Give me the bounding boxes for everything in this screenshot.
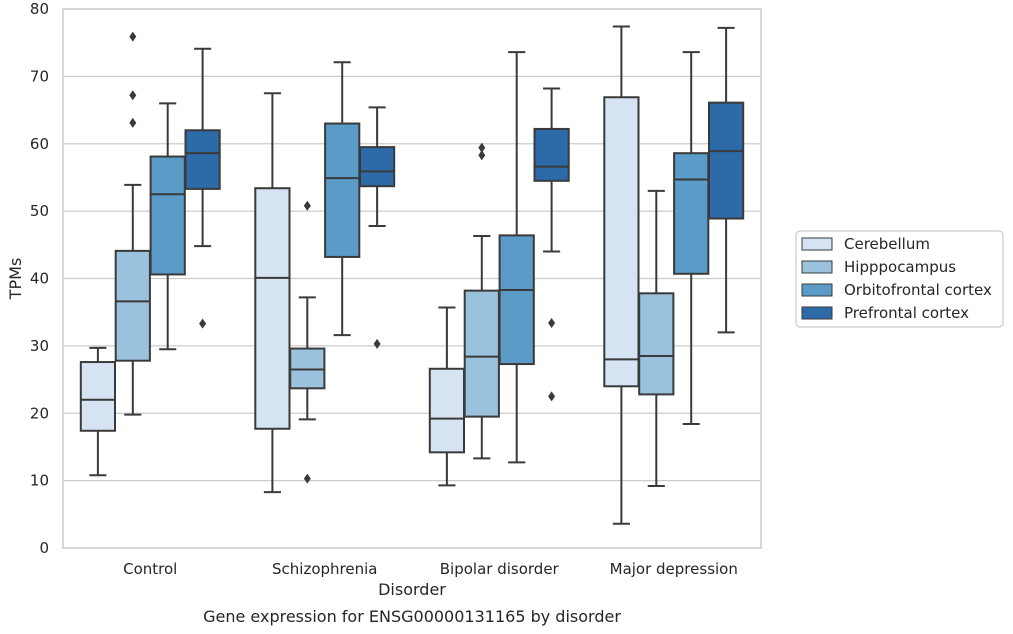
x-axis-ticks: Control Schizophrenia Bipolar disorder Majo…	[123, 560, 738, 578]
box-schizophrenia-cerebellum	[254, 92, 291, 494]
y-tick-label: 20	[30, 404, 49, 422]
legend-label: Cerebellum	[844, 235, 930, 253]
box-body	[673, 152, 710, 275]
x-tick-label: Bipolar disorder	[440, 560, 560, 578]
box-body	[149, 155, 186, 276]
box-body	[463, 289, 500, 418]
plot-area	[79, 25, 745, 525]
box-body	[533, 127, 570, 182]
legend-label: Prefrontal cortex	[844, 304, 969, 322]
box-bipolar-disorder-orbitofrontal-cortex	[498, 51, 535, 464]
legend-item-cerebellum: Cerebellum	[801, 235, 930, 253]
plot-frame	[62, 8, 762, 549]
outlier-point	[303, 473, 311, 484]
outlier-point	[478, 150, 486, 161]
box-body	[428, 367, 466, 454]
box-body	[358, 146, 396, 188]
box-body	[707, 101, 745, 220]
box-major-depression-prefrontal-cortex	[707, 26, 745, 334]
outlier-point	[129, 31, 137, 42]
y-tick-label: 40	[30, 270, 49, 288]
y-tick-label: 70	[30, 67, 49, 85]
outlier-point	[199, 318, 207, 329]
legend-item-hipppocampus: Hipppocampus	[801, 258, 956, 276]
y-tick-label: 50	[30, 202, 49, 220]
legend-swatch	[801, 237, 833, 251]
y-tick-label: 0	[39, 539, 49, 557]
box-control-prefrontal-cortex	[184, 47, 221, 329]
legend-swatch	[801, 283, 833, 297]
x-tick-label: Schizophrenia	[272, 560, 377, 578]
box-schizophrenia-hipppocampus	[289, 200, 326, 484]
legend-label: Hipppocampus	[844, 258, 956, 276]
box-body	[603, 96, 640, 388]
legend-item-orbitofrontal-cortex: Orbitofrontal cortex	[801, 281, 992, 299]
x-tick-label: Major depression	[610, 560, 738, 578]
outlier-point	[548, 317, 556, 328]
box-body	[289, 347, 326, 390]
box-body	[114, 249, 151, 362]
outlier-point	[303, 200, 311, 211]
outlier-point	[373, 338, 381, 349]
box-body	[254, 187, 291, 430]
y-tick-label: 30	[30, 337, 49, 355]
box-body	[184, 129, 221, 190]
legend-box	[795, 230, 1004, 328]
box-body	[638, 292, 675, 396]
legend-swatch	[801, 306, 833, 320]
y-tick-label: 60	[30, 135, 49, 153]
box-control-orbitofrontal-cortex	[149, 102, 186, 351]
legend-swatch	[801, 260, 833, 274]
box-schizophrenia-prefrontal-cortex	[358, 106, 396, 349]
box-body	[498, 234, 535, 366]
box-schizophrenia-orbitofrontal-cortex	[324, 61, 361, 337]
outlier-point	[129, 117, 137, 128]
outlier-point	[548, 391, 556, 402]
y-tick-label: 80	[30, 0, 49, 18]
box-body	[324, 122, 361, 258]
chart-caption: Gene expression for ENSG00000131165 by d…	[203, 607, 621, 626]
box-bipolar-disorder-cerebellum	[428, 306, 466, 487]
box-body	[79, 361, 117, 432]
x-axis-label: Disorder	[378, 580, 446, 599]
box-bipolar-disorder-prefrontal-cortex	[533, 87, 570, 402]
y-tick-label: 10	[30, 472, 49, 490]
outlier-point	[129, 90, 137, 101]
legend-item-prefrontal-cortex: Prefrontal cortex	[801, 304, 969, 322]
box-control-cerebellum	[79, 346, 117, 477]
outlier-point	[478, 142, 486, 153]
legend: Cerebellum Hipppocampus Orbitofrontal cort…	[795, 230, 1004, 328]
box-major-depression-cerebellum	[603, 25, 640, 525]
legend-label: Orbitofrontal cortex	[844, 281, 992, 299]
y-axis-ticks: 0 10 20 30 40 50 60 70 80	[30, 0, 49, 557]
box-control-hipppocampus	[114, 31, 151, 416]
y-axis-label: TPMs	[6, 258, 25, 301]
box-bipolar-disorder-hipppocampus	[463, 142, 500, 460]
box-major-depression-hipppocampus	[638, 189, 675, 488]
x-tick-label: Control	[123, 560, 177, 578]
box-major-depression-orbitofrontal-cortex	[673, 51, 710, 426]
